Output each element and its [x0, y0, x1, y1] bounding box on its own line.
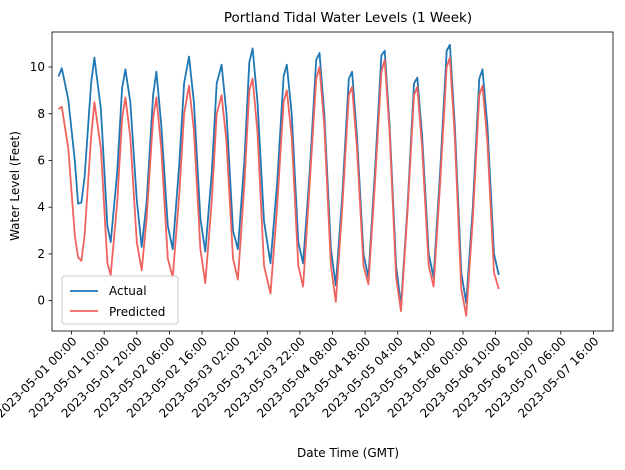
series-layer — [57, 43, 500, 317]
y-tick-label: 2 — [37, 247, 45, 261]
y-tick-label: 8 — [37, 107, 45, 121]
y-tick-label: 0 — [37, 294, 45, 308]
y-axis: 0 2 4 6 8 10 — [30, 60, 52, 308]
y-tick-label: 10 — [30, 60, 45, 74]
y-tick-label: 4 — [37, 200, 45, 214]
x-axis-label: Date Time (GMT) — [297, 446, 399, 460]
legend-label-predicted: Predicted — [109, 305, 165, 319]
legend-label-actual: Actual — [109, 284, 147, 298]
series-line-predicted — [57, 56, 500, 317]
legend: Actual Predicted — [61, 275, 179, 325]
y-tick-label: 6 — [37, 153, 45, 167]
y-axis-label: Water Level (Feet) — [8, 131, 22, 241]
legend-frame — [61, 275, 179, 325]
chart-title: Portland Tidal Water Levels (1 Week) — [224, 10, 472, 26]
